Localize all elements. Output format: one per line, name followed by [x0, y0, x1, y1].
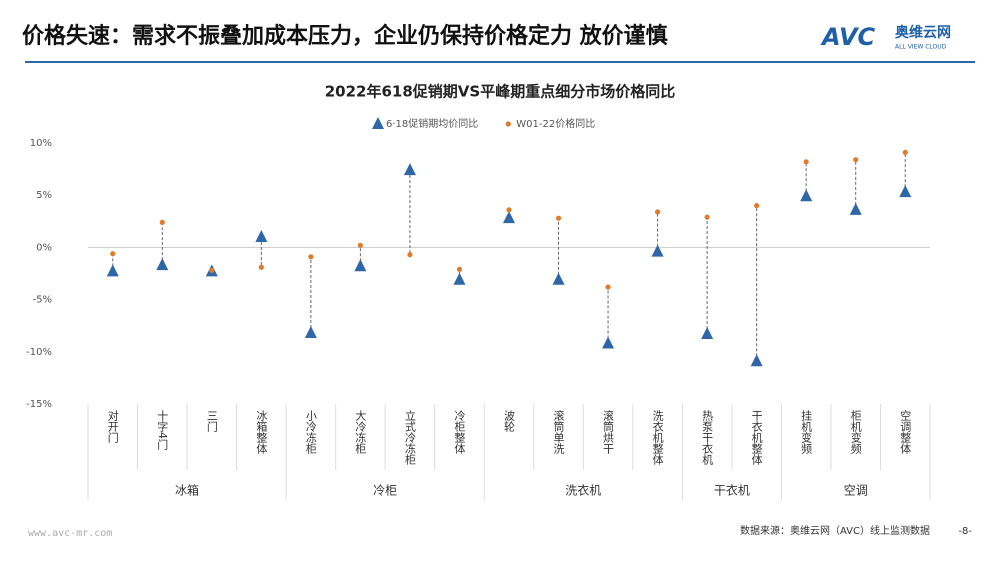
x-tick-label: 大冷冻柜 [354, 409, 367, 455]
data-point [456, 266, 463, 272]
data-point [407, 252, 413, 258]
x-tick-label: 柜机变频 [849, 410, 862, 455]
legend-label: 6·18促销期均价同比 [386, 117, 478, 130]
logo-cn: 奥维云网 [895, 24, 951, 41]
data-point [506, 207, 512, 213]
data-point [258, 264, 264, 270]
data-point [552, 272, 565, 285]
slide-title: 价格失速：需求不振叠加成本压力，企业仍保持价格定力 放价谨慎 [22, 23, 668, 49]
legend-marker [372, 117, 384, 129]
x-tick-label: 干衣机整体 [750, 410, 763, 465]
x-tick-label: 对开门 [106, 409, 119, 444]
x-tick-label: 洗衣机整体 [651, 410, 664, 465]
data-point [308, 254, 314, 260]
x-tick-label: 小冷冻柜 [304, 410, 317, 455]
x-tick-label: 冰箱整体 [255, 410, 268, 454]
data-point [304, 326, 317, 339]
x-tick-label: 波轮 [503, 410, 516, 432]
y-tick-label: 5% [36, 190, 52, 201]
data-point [110, 251, 116, 257]
data-point [156, 258, 169, 271]
data-point [704, 214, 710, 220]
data-point [803, 159, 809, 165]
data-point [651, 244, 664, 257]
chart-title: 2022年618促销期VS平峰期重点细分市场价格同比 [325, 83, 675, 101]
y-tick-label: -10% [26, 347, 52, 358]
footer-url: www.avc-mr.com [28, 528, 112, 539]
footer-source: 数据来源：奥维云网（AVC）线上监测数据 [740, 524, 930, 537]
y-tick-label: -15% [26, 399, 52, 410]
data-point [800, 189, 813, 202]
y-tick-label: -5% [33, 295, 52, 306]
legend-marker [505, 121, 511, 127]
data-point [209, 267, 215, 273]
y-tick-label: 0% [36, 242, 52, 253]
x-tick-label: 滚筒烘干 [602, 409, 615, 455]
group-label: 空调 [844, 484, 868, 498]
x-tick-label: 冷柜整体 [453, 410, 466, 454]
data-point [354, 259, 367, 272]
data-point [701, 327, 714, 340]
data-point [853, 157, 859, 163]
data-point [605, 284, 611, 290]
data-point [106, 264, 119, 277]
x-tick-label: 热泵干衣机 [701, 410, 714, 465]
data-point [750, 354, 763, 367]
data-point [403, 163, 416, 176]
page-number: -8- [958, 526, 972, 537]
y-tick-label: 10% [30, 138, 52, 149]
x-tick-label: 三门 [205, 410, 218, 433]
data-point [555, 215, 562, 221]
data-point [503, 211, 515, 224]
logo-en: ALL VIEW CLOUD [895, 44, 947, 51]
x-tick-label: 空调整体 [899, 409, 912, 454]
data-point [357, 242, 364, 248]
data-point [159, 219, 165, 225]
data-point [255, 229, 268, 242]
group-label: 洗衣机 [565, 483, 601, 498]
data-point [754, 203, 760, 209]
data-point [899, 185, 912, 198]
data-point [453, 272, 466, 285]
logo: AVC [820, 23, 876, 51]
data-point [902, 149, 908, 155]
group-label: 冰箱 [175, 483, 199, 498]
x-tick-label: 挂机变频 [800, 409, 813, 455]
x-tick-label: 十字4门 [156, 409, 169, 451]
legend-label: W01-22价格同比 [516, 117, 595, 130]
data-point [849, 202, 862, 215]
data-point [654, 209, 661, 215]
x-tick-label: 滚筒单洗 [552, 409, 565, 454]
data-point [602, 336, 615, 349]
group-label: 冷柜 [373, 484, 397, 498]
group-label: 干衣机 [714, 483, 750, 498]
x-tick-label: 立式冷冻柜 [403, 409, 416, 466]
